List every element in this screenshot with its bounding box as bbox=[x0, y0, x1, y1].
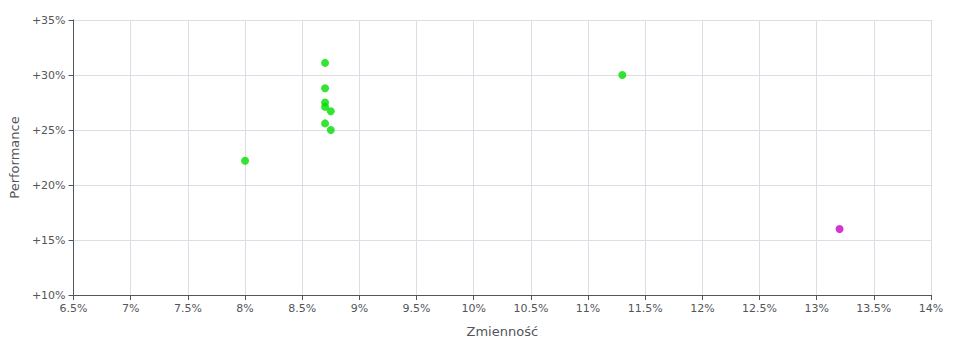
svg-text:11%: 11% bbox=[576, 302, 600, 315]
svg-text:7.5%: 7.5% bbox=[174, 302, 202, 315]
svg-text:8%: 8% bbox=[236, 302, 253, 315]
svg-text:+20%: +20% bbox=[32, 179, 66, 192]
svg-text:+10%: +10% bbox=[32, 289, 66, 302]
svg-text:11.5%: 11.5% bbox=[628, 302, 663, 315]
svg-text:12%: 12% bbox=[690, 302, 714, 315]
svg-text:12.5%: 12.5% bbox=[742, 302, 777, 315]
svg-text:+15%: +15% bbox=[32, 234, 66, 247]
svg-text:13.5%: 13.5% bbox=[856, 302, 891, 315]
svg-text:Performance: Performance bbox=[7, 116, 22, 198]
svg-text:10.5%: 10.5% bbox=[513, 302, 548, 315]
svg-text:+25%: +25% bbox=[32, 124, 66, 137]
svg-text:14%: 14% bbox=[919, 302, 943, 315]
svg-text:9.5%: 9.5% bbox=[403, 302, 431, 315]
svg-text:8.5%: 8.5% bbox=[288, 302, 316, 315]
svg-text:13%: 13% bbox=[804, 302, 828, 315]
svg-text:10%: 10% bbox=[461, 302, 485, 315]
svg-text:+35%: +35% bbox=[32, 14, 66, 27]
svg-text:7%: 7% bbox=[122, 302, 139, 315]
svg-text:6.5%: 6.5% bbox=[60, 302, 88, 315]
svg-text:Zmienność: Zmienność bbox=[467, 324, 539, 339]
svg-text:+30%: +30% bbox=[32, 69, 66, 82]
svg-text:9%: 9% bbox=[351, 302, 368, 315]
